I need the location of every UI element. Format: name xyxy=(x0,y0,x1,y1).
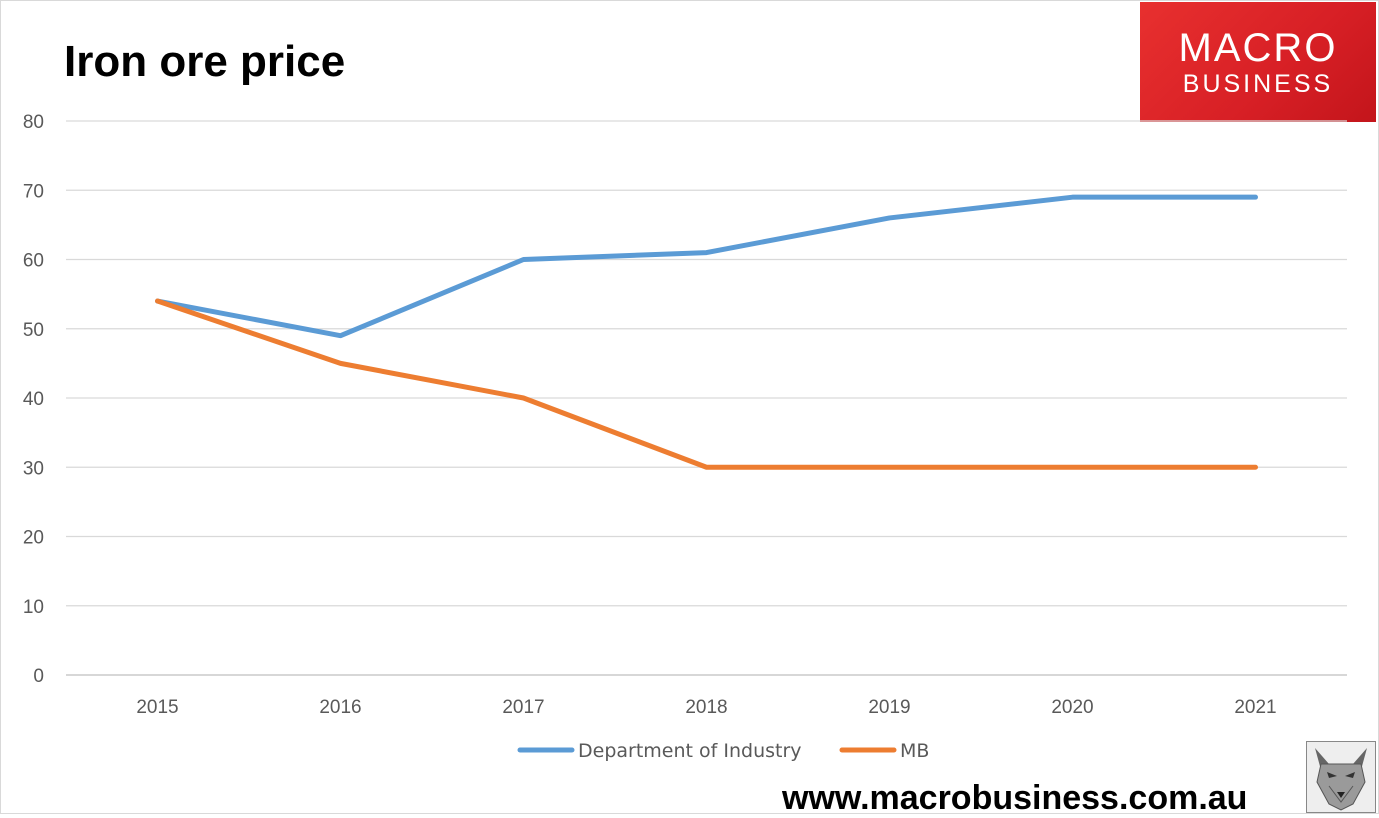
y-tick-label: 40 xyxy=(23,389,44,410)
series-line-0 xyxy=(158,197,1256,335)
y-tick-label: 30 xyxy=(23,458,44,479)
series-lines xyxy=(157,197,1255,467)
legend-label-0: Department of Industry xyxy=(578,740,802,762)
y-tick-label: 0 xyxy=(33,666,44,687)
x-tick-label: 2017 xyxy=(502,697,544,718)
y-tick-label: 10 xyxy=(23,597,44,618)
x-tick-label: 2020 xyxy=(1051,697,1093,718)
y-tick-label: 60 xyxy=(23,251,44,272)
y-tick-label: 70 xyxy=(23,181,44,202)
series-line-1 xyxy=(158,301,1256,467)
gridlines xyxy=(66,121,1347,675)
y-tick-label: 50 xyxy=(23,320,44,341)
website-url: www.macrobusiness.com.au xyxy=(782,778,1247,818)
y-axis-ticks: 0 10 20 30 40 50 60 70 80 xyxy=(23,112,44,687)
x-tick-label: 2016 xyxy=(319,697,361,718)
x-tick-label: 2019 xyxy=(868,697,910,718)
y-tick-label: 20 xyxy=(23,528,44,549)
chart-legend: Department of Industry MB xyxy=(520,740,929,762)
x-axis-ticks: 2015 2016 2017 2018 2019 2020 2021 xyxy=(136,697,1276,718)
x-tick-label: 2021 xyxy=(1234,697,1276,718)
y-tick-label: 80 xyxy=(23,112,44,133)
legend-label-1: MB xyxy=(900,740,929,762)
x-tick-label: 2018 xyxy=(685,697,727,718)
wolf-icon xyxy=(1306,741,1376,813)
x-tick-label: 2015 xyxy=(136,697,178,718)
